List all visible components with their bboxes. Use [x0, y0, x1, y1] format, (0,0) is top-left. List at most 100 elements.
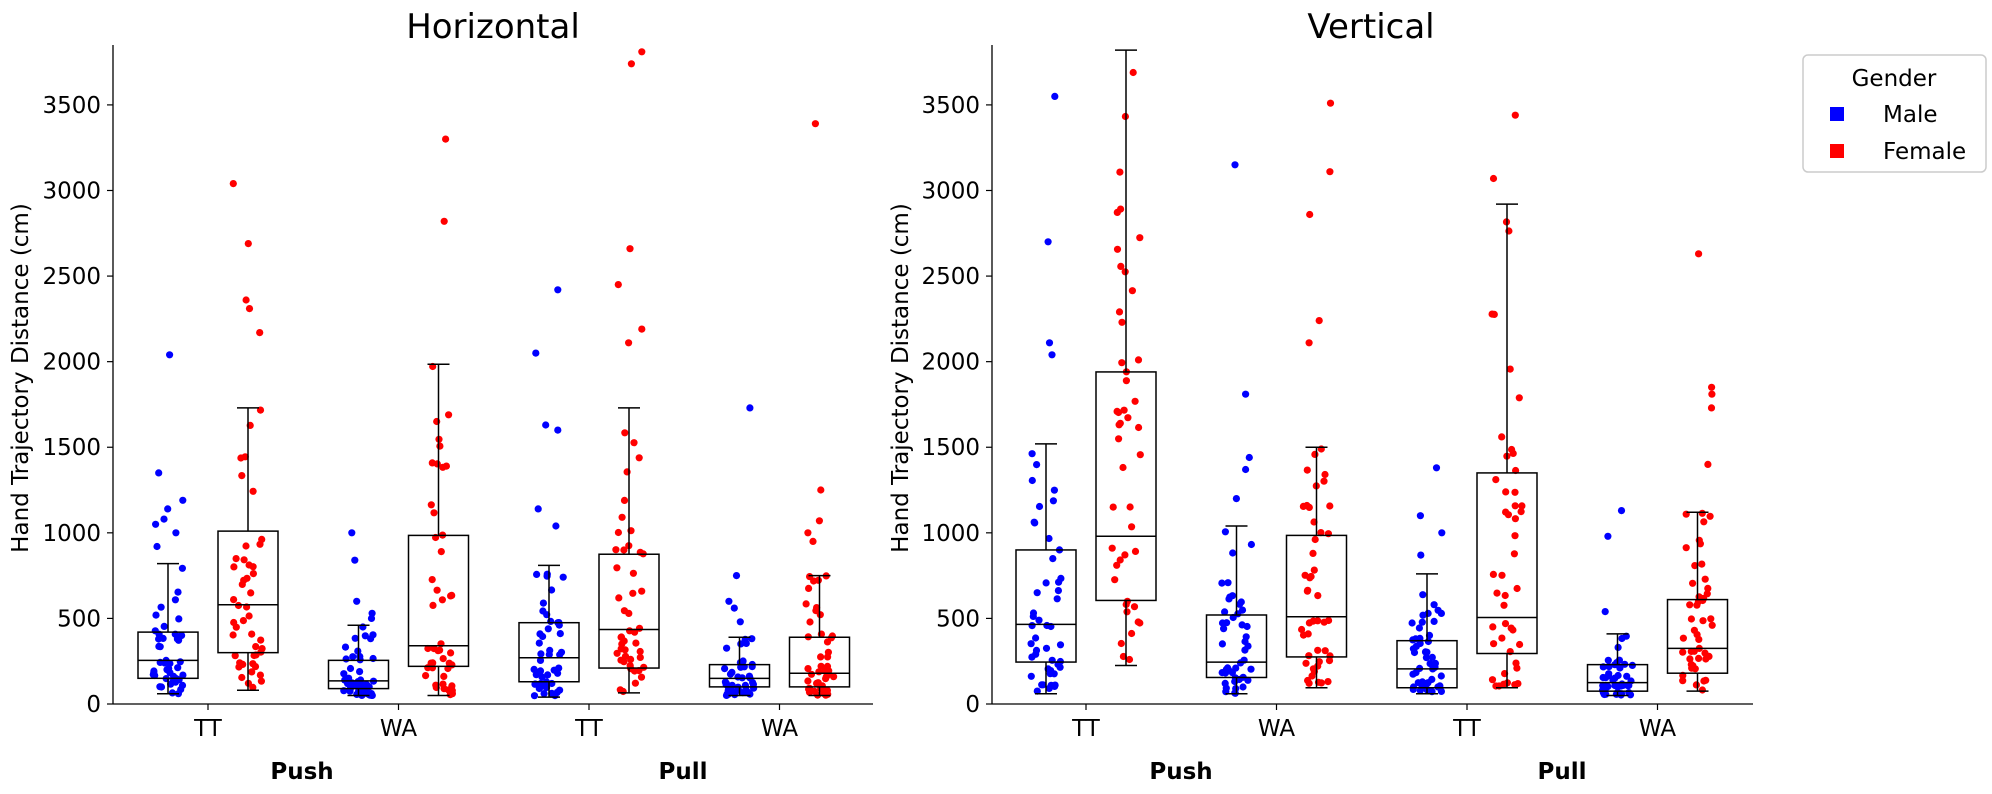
vertical-point-female	[1302, 659, 1310, 667]
vertical-point-female	[1120, 406, 1128, 414]
vertical-point-female	[1698, 560, 1706, 568]
vertical-point-female	[1324, 678, 1332, 686]
horizontal-point-female	[626, 245, 634, 253]
horizontal-point-male	[538, 673, 546, 681]
horizontal-point-female	[446, 691, 454, 699]
vertical-box-male-3	[1396, 573, 1458, 695]
vertical-title: Vertical	[1307, 7, 1434, 47]
vertical-point-female	[1326, 502, 1334, 510]
horizontal-point-female	[240, 556, 248, 564]
vertical-point-male	[1437, 672, 1445, 680]
horizontal-point-female	[427, 659, 435, 667]
vertical-point-female	[1305, 503, 1313, 511]
horizontal-point-male	[559, 573, 567, 581]
horizontal-point-female	[630, 439, 638, 447]
horizontal-point-male	[744, 688, 752, 697]
horizontal-point-male	[351, 556, 359, 564]
vertical-point-male	[1426, 660, 1434, 668]
vertical-point-female	[1123, 597, 1131, 605]
horizontal-point-female	[635, 454, 643, 462]
horizontal-point-male	[556, 630, 564, 638]
horizontal-point-female	[804, 677, 812, 685]
vertical-xtick-label: WA	[1639, 716, 1676, 742]
horizontal-point-male	[167, 680, 175, 688]
horizontal-point-female	[814, 679, 822, 687]
vertical-point-female	[1704, 584, 1712, 593]
vertical-box-male-2	[1205, 525, 1268, 695]
vertical-box-male-1	[1015, 443, 1077, 695]
horizontal-point-female	[814, 576, 823, 584]
vertical-point-male	[1045, 534, 1053, 543]
vertical-point-male	[1431, 659, 1439, 668]
horizontal-point-male	[537, 650, 545, 658]
vertical-point-male	[1042, 579, 1050, 587]
horizontal-point-female	[823, 662, 832, 671]
vertical-point-male	[1232, 664, 1240, 672]
vertical-box-male-4	[1586, 633, 1649, 697]
horizontal-point-male	[359, 623, 367, 631]
vertical-point-female	[1679, 634, 1687, 642]
horizontal-point-male	[739, 689, 747, 697]
vertical-point-male	[1221, 679, 1229, 688]
vertical-point-female	[1699, 617, 1707, 625]
horizontal-point-male	[348, 529, 356, 537]
vertical-point-male	[1416, 512, 1424, 520]
horizontal-point-male	[149, 671, 157, 679]
vertical-point-female	[1121, 551, 1129, 559]
vertical-point-female	[1488, 310, 1496, 318]
horizontal-point-female	[427, 501, 435, 509]
vertical-point-female	[1518, 502, 1526, 510]
horizontal-point-male	[550, 666, 558, 674]
vertical-point-male	[1416, 639, 1424, 648]
horizontal-point-female	[256, 671, 264, 679]
vertical-point-male	[1611, 681, 1619, 690]
horizontal-point-female	[613, 649, 621, 657]
horizontal-point-male	[175, 633, 184, 641]
vertical-point-male	[1033, 461, 1041, 469]
horizontal-point-female	[815, 517, 824, 525]
vertical-point-male	[1408, 619, 1416, 627]
horizontal-point-female	[816, 611, 824, 619]
vertical-ytick-label: 3500	[921, 93, 980, 119]
vertical-point-male	[1221, 528, 1229, 536]
horizontal-point-female	[428, 576, 436, 584]
box-iqr	[598, 553, 660, 669]
legend-marker-female	[1830, 144, 1844, 158]
horizontal-point-male	[156, 643, 164, 651]
vertical-point-female	[1498, 634, 1506, 642]
horizontal-ytick-label: 2500	[42, 264, 101, 290]
vertical-point-male	[1033, 687, 1041, 695]
horizontal-point-male	[532, 349, 540, 357]
horizontal-point-female	[245, 612, 253, 620]
vertical-point-female	[1117, 205, 1125, 213]
vertical-point-female	[1309, 549, 1317, 558]
vertical-point-female	[1117, 639, 1125, 648]
vertical-point-male	[1238, 621, 1246, 629]
horizontal-point-male	[157, 603, 165, 611]
vertical-box-female-2	[1285, 446, 1348, 689]
vertical-point-female	[1493, 589, 1501, 597]
horizontal-point-male	[536, 656, 545, 665]
vertical-point-female	[1308, 672, 1316, 680]
horizontal-point-female	[257, 677, 265, 685]
horizontal-point-male	[340, 670, 348, 678]
vertical-ytick-label: 500	[936, 606, 980, 632]
vertical-point-female	[1326, 99, 1335, 107]
vertical-point-male	[1048, 656, 1056, 664]
horizontal-point-female	[445, 411, 453, 419]
horizontal-box-female-3	[598, 407, 660, 694]
vertical-point-male	[1050, 486, 1058, 494]
vertical-point-male	[1623, 672, 1631, 680]
horizontal-point-male	[368, 609, 376, 617]
horizontal-point-female	[440, 217, 448, 225]
vertical-point-male	[1031, 519, 1039, 527]
horizontal-point-female	[807, 670, 816, 678]
vertical-point-male	[1223, 619, 1231, 627]
vertical-point-female	[1118, 359, 1126, 367]
vertical-point-male	[1231, 689, 1239, 697]
box-iqr	[1476, 472, 1538, 655]
vertical-box-female-1	[1095, 49, 1157, 667]
horizontal-point-female	[621, 429, 629, 437]
horizontal-point-male	[166, 351, 174, 359]
horizontal-point-female	[249, 487, 257, 495]
